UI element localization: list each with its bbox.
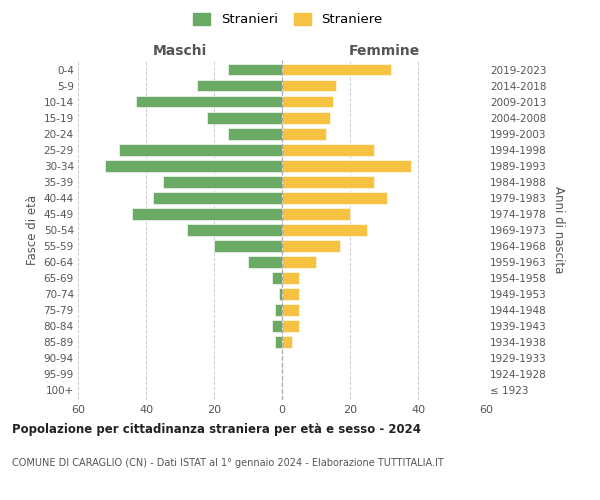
Y-axis label: Anni di nascita: Anni di nascita (553, 186, 565, 274)
Bar (282, 272, 299, 284)
Bar (133, 208, 282, 220)
Bar (282, 64, 391, 76)
Bar (227, 128, 282, 140)
Bar (282, 144, 374, 156)
Bar (282, 320, 299, 332)
Bar (163, 176, 282, 188)
Bar (275, 304, 282, 316)
Bar (275, 336, 282, 348)
Bar (282, 192, 388, 203)
Bar (105, 160, 282, 172)
Bar (272, 320, 282, 332)
Bar (278, 288, 282, 300)
Bar (282, 208, 350, 220)
Text: Maschi: Maschi (153, 44, 207, 59)
Y-axis label: Fasce di età: Fasce di età (26, 195, 40, 265)
Bar (282, 176, 374, 188)
Bar (282, 96, 333, 108)
Bar (153, 192, 282, 203)
Bar (282, 336, 292, 348)
Legend: Stranieri, Straniere: Stranieri, Straniere (189, 9, 387, 30)
Text: Popolazione per cittadinanza straniera per età e sesso - 2024: Popolazione per cittadinanza straniera p… (12, 422, 421, 436)
Bar (282, 256, 316, 268)
Bar (119, 144, 282, 156)
Bar (282, 304, 299, 316)
Bar (282, 112, 329, 124)
Bar (282, 128, 326, 140)
Bar (282, 160, 411, 172)
Bar (248, 256, 282, 268)
Bar (136, 96, 282, 108)
Bar (282, 80, 337, 92)
Text: COMUNE DI CARAGLIO (CN) - Dati ISTAT al 1° gennaio 2024 - Elaborazione TUTTITALI: COMUNE DI CARAGLIO (CN) - Dati ISTAT al … (12, 458, 444, 468)
Bar (214, 240, 282, 252)
Bar (227, 64, 282, 76)
Bar (187, 224, 282, 236)
Bar (272, 272, 282, 284)
Bar (282, 288, 299, 300)
Bar (197, 80, 282, 92)
Bar (282, 224, 367, 236)
Bar (207, 112, 282, 124)
Bar (282, 240, 340, 252)
Text: Femmine: Femmine (349, 44, 419, 59)
